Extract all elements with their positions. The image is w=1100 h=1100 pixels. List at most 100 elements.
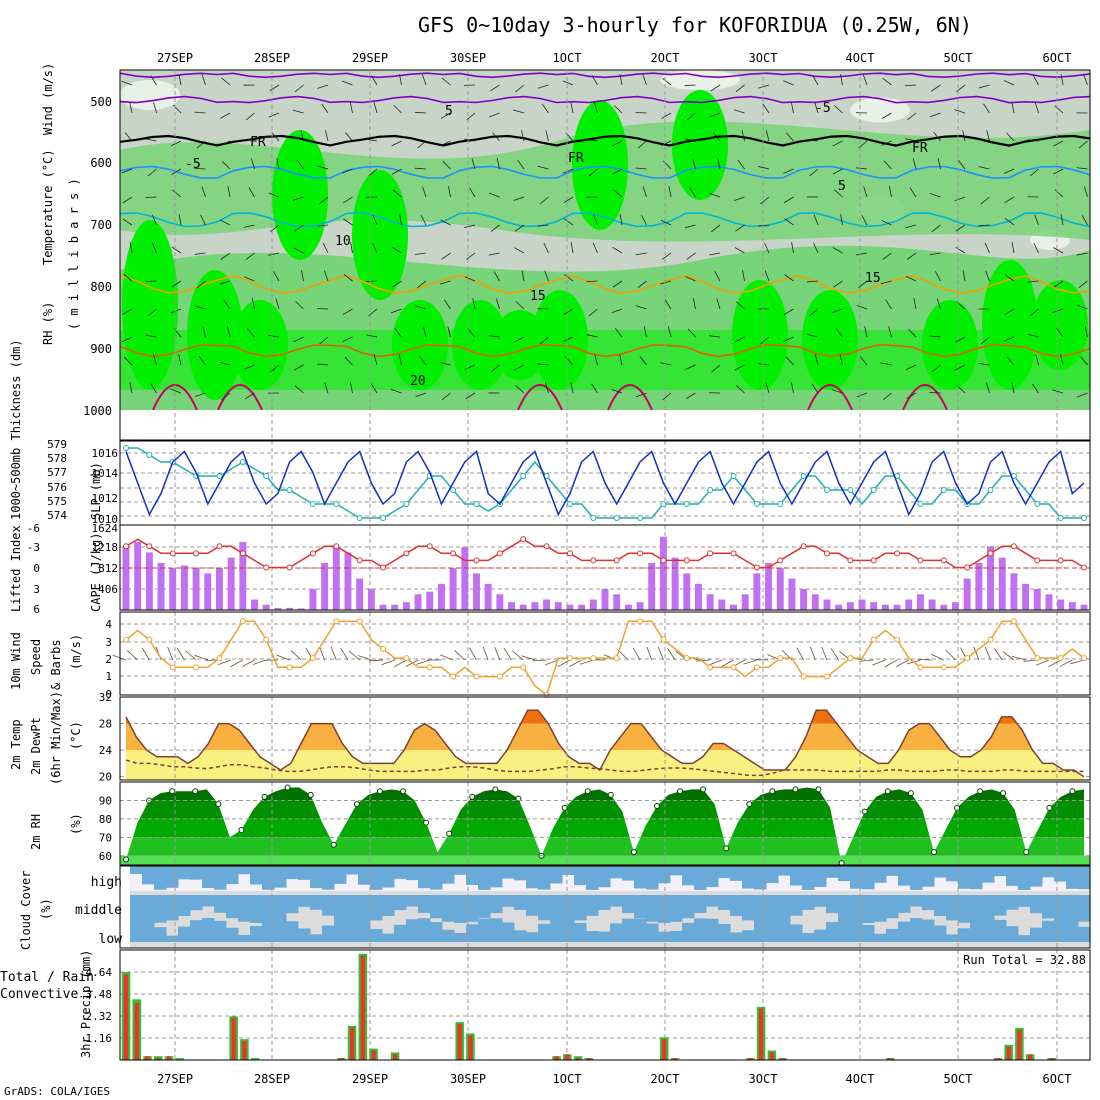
contour-label: FR xyxy=(568,151,584,166)
cloud-high-bar xyxy=(226,866,239,885)
wind-barb xyxy=(448,186,451,198)
wind-barb xyxy=(856,305,868,310)
rh-point xyxy=(607,791,614,798)
cloud-high-bar xyxy=(694,866,707,890)
wind-barb xyxy=(563,274,574,282)
thickness-point xyxy=(146,452,153,458)
cloud-middle-bar xyxy=(862,895,875,923)
wind-barb xyxy=(515,385,525,394)
wind-barb xyxy=(415,392,427,397)
wind-barb xyxy=(422,186,427,198)
cape-bar xyxy=(706,594,714,610)
wind-barb xyxy=(242,659,255,668)
slp-tick: 1012 xyxy=(92,492,119,505)
precip-total-bar xyxy=(175,1058,185,1060)
cape-bar xyxy=(800,589,808,610)
wind-barb xyxy=(439,280,451,285)
cloud-middle-bar xyxy=(346,895,359,923)
wind-barb xyxy=(930,112,941,118)
wind-barb xyxy=(513,109,525,114)
wind-barb xyxy=(834,105,843,114)
precip-conv-bar xyxy=(134,1003,139,1060)
wind-barb xyxy=(123,356,133,366)
precip-conv-bar xyxy=(758,1008,764,1060)
wind-speed-point xyxy=(777,655,784,662)
wind-barb xyxy=(399,214,402,226)
wind-barb xyxy=(194,305,206,310)
lifted-index-point xyxy=(520,536,527,543)
cloud-high-bar xyxy=(670,866,683,876)
cape-bar xyxy=(776,568,784,610)
wind-barb xyxy=(416,659,430,665)
wind-barb xyxy=(881,140,892,146)
wind-barb xyxy=(247,328,255,338)
wind-barb xyxy=(980,336,990,345)
wind-barb xyxy=(493,271,500,282)
wind-barb xyxy=(393,659,407,668)
rh-point xyxy=(977,788,984,795)
rh-point xyxy=(192,788,199,795)
wind-barb xyxy=(840,74,843,86)
wind-barb xyxy=(978,84,990,89)
chart-title: GFS 0~10day 3-hourly for KOFORIDUA (0.25… xyxy=(418,13,972,37)
cloud-high-bar xyxy=(1006,866,1019,886)
cape-bar xyxy=(963,578,971,610)
cape-bar xyxy=(216,568,223,610)
wind-barb xyxy=(515,301,525,310)
wind-barb xyxy=(717,158,721,170)
rh-point xyxy=(584,788,591,795)
wind-barb xyxy=(545,130,549,142)
cape-bar xyxy=(648,562,656,610)
lifted-index-point xyxy=(964,564,971,571)
wind-barb xyxy=(417,140,427,149)
cape-bar xyxy=(122,546,130,610)
rh-band xyxy=(126,837,1084,856)
wind-barb xyxy=(955,246,966,254)
rh-point xyxy=(746,801,753,808)
wind-barb xyxy=(978,363,990,366)
wind-speed-point xyxy=(847,655,854,662)
wind-barb xyxy=(906,252,917,260)
cloud-high-bar xyxy=(334,866,347,884)
wind-barb xyxy=(619,354,623,366)
wind-barb xyxy=(330,646,337,661)
rh-point xyxy=(700,786,707,793)
wind-barb xyxy=(124,132,133,142)
cape-panel-frame xyxy=(119,524,1091,611)
rh-point xyxy=(423,819,430,826)
wind-barb xyxy=(709,335,721,338)
cloud-low-bar xyxy=(334,919,347,942)
precip-conv-bar xyxy=(748,1058,753,1060)
date-label-top: 1OCT xyxy=(553,51,582,65)
thickness-point xyxy=(473,501,480,507)
contour-label: 20 xyxy=(410,374,426,389)
cloud-high-bar xyxy=(190,866,203,880)
wind-barb xyxy=(1011,242,1015,254)
cape-bar xyxy=(519,604,527,610)
wind-barb xyxy=(758,166,770,170)
cloud-middle-bar xyxy=(178,895,191,917)
wind-barb xyxy=(221,161,231,170)
cloud-low-bar xyxy=(358,921,371,942)
wind-barb xyxy=(251,158,255,170)
wind-barb xyxy=(832,247,843,254)
wind-barb xyxy=(147,308,157,317)
wind-barb xyxy=(1076,167,1088,170)
thickness-tick: 579 xyxy=(47,438,67,451)
wind-barb xyxy=(635,167,647,170)
wind-barb xyxy=(202,326,206,338)
cloud-middle-bar xyxy=(658,895,671,923)
cloud-low-bar xyxy=(1054,918,1067,942)
wind-barb xyxy=(796,647,804,661)
wind-barb xyxy=(440,112,451,119)
cloud-high-bar xyxy=(874,866,887,883)
wind-barb xyxy=(293,364,304,371)
cloud-middle-bar xyxy=(898,895,911,913)
ylabel-dew2m: 2m DewPt xyxy=(29,717,43,775)
wind-barb xyxy=(882,252,892,260)
cape-bar xyxy=(987,546,994,610)
wind-barb xyxy=(514,364,525,371)
cloud-high-bar xyxy=(514,866,527,881)
cloud-high-bar xyxy=(742,866,755,889)
wind-barb xyxy=(293,336,304,343)
